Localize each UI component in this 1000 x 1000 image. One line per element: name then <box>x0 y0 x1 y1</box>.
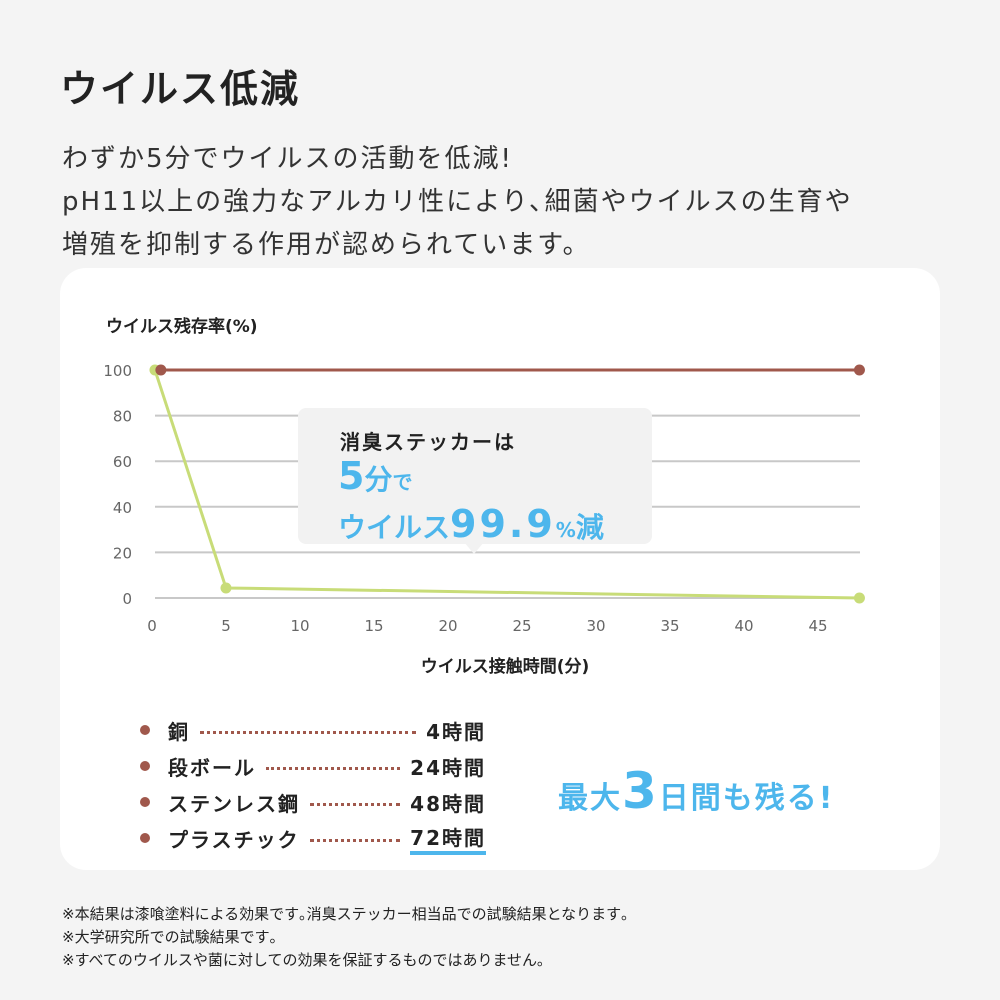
x-tick-label: 40 <box>734 617 753 635</box>
footnote: ※大学研究所での試験結果です｡ <box>62 928 278 946</box>
list-item: プラスチック 72時間 <box>140 820 486 856</box>
y-tick-label: 40 <box>113 499 132 517</box>
bubble-text: で <box>392 470 413 494</box>
footnote: ※本結果は漆喰塗料による効果です｡消臭ステッカー相当品での試験結果となります｡ <box>62 905 629 923</box>
x-tick-label: 45 <box>808 617 827 635</box>
intro-line: pH11以上の強力なアルカリ性により､細菌やウイルスの生育や <box>62 187 853 217</box>
bubble-heading: 消臭ステッカーは <box>340 430 516 454</box>
intro-text: わずか5分でウイルスの活動を低減! pH11以上の強力なアルカリ性により､細菌や… <box>62 138 853 267</box>
material-name: 段ボール <box>168 755 256 780</box>
callout-pre: 最大 <box>558 781 622 816</box>
x-tick-label: 15 <box>364 617 383 635</box>
bubble-text: ウイルス <box>338 511 451 544</box>
bullet-icon <box>140 725 150 735</box>
leader-dots <box>310 802 401 806</box>
y-tick-label: 60 <box>113 453 132 471</box>
leader-dots <box>266 766 401 770</box>
y-tick-label: 100 <box>103 362 132 380</box>
x-tick-label: 0 <box>147 617 157 635</box>
bubble-text: 減 <box>575 511 604 544</box>
x-tick-label: 25 <box>512 617 531 635</box>
material-name: プラスチック <box>168 827 300 852</box>
y-tick-label: 80 <box>113 408 132 426</box>
bullet-icon <box>140 797 150 807</box>
leader-dots <box>200 730 417 734</box>
footnotes: ※本結果は漆喰塗料による効果です｡消臭ステッカー相当品での試験結果となります｡ … <box>62 903 629 972</box>
x-tick-label: 5 <box>221 617 231 635</box>
bubble-num: 5 <box>338 454 365 498</box>
y-tick-label: 0 <box>122 590 132 608</box>
callout-text: 最大3日間も残る! <box>558 762 834 820</box>
list-item: 段ボール 24時間 <box>140 748 486 784</box>
material-name: 銅 <box>168 719 190 744</box>
data-point <box>853 592 865 604</box>
page-title: ウイルス低減 <box>60 67 301 111</box>
material-list: 銅 4時間 段ボール 24時間 ステンレス鋼 48時間 プラスチック 72時間 <box>140 712 486 856</box>
survival-time: 4時間 <box>426 719 486 744</box>
material-name: ステンレス鋼 <box>168 791 300 816</box>
footnote: ※すべてのウイルスや菌に対しての効果を保証するものではありません｡ <box>62 951 545 969</box>
x-tick-label: 10 <box>290 617 309 635</box>
bullet-icon <box>140 761 150 771</box>
bubble-text: % <box>555 518 576 542</box>
leader-dots <box>309 838 401 842</box>
list-item: ステンレス鋼 48時間 <box>140 784 486 820</box>
data-point <box>853 364 865 376</box>
speech-bubble: 消臭ステッカーは 5分で ウイルス99.9%減 <box>298 408 652 554</box>
x-tick-label: 30 <box>586 617 605 635</box>
survival-time: 48時間 <box>410 791 486 816</box>
y-tick-label: 20 <box>113 544 132 562</box>
chart-card <box>60 268 940 870</box>
intro-line: 増殖を抑制する作用が認められています。 <box>62 230 591 260</box>
bullet-icon <box>140 833 150 843</box>
survival-time: 24時間 <box>410 755 486 780</box>
bubble-text: 分 <box>364 463 393 496</box>
callout-post: 日間も残る! <box>658 781 835 816</box>
y-axis-label: ウイルス残存率(%) <box>106 317 258 337</box>
bubble-highlight: 5分で ウイルス99.9%減 <box>338 456 604 552</box>
data-point <box>155 364 167 376</box>
survival-time: 72時間 <box>410 822 486 855</box>
data-point <box>220 582 232 594</box>
x-tick-label: 20 <box>438 617 457 635</box>
x-tick-label: 35 <box>660 617 679 635</box>
x-axis-label: ウイルス接触時間(分) <box>420 657 590 677</box>
intro-line: わずか5分でウイルスの活動を低減! <box>62 144 513 174</box>
callout-num: 3 <box>622 762 659 820</box>
bubble-pct: 99.9 <box>450 502 556 546</box>
list-item: 銅 4時間 <box>140 712 486 748</box>
